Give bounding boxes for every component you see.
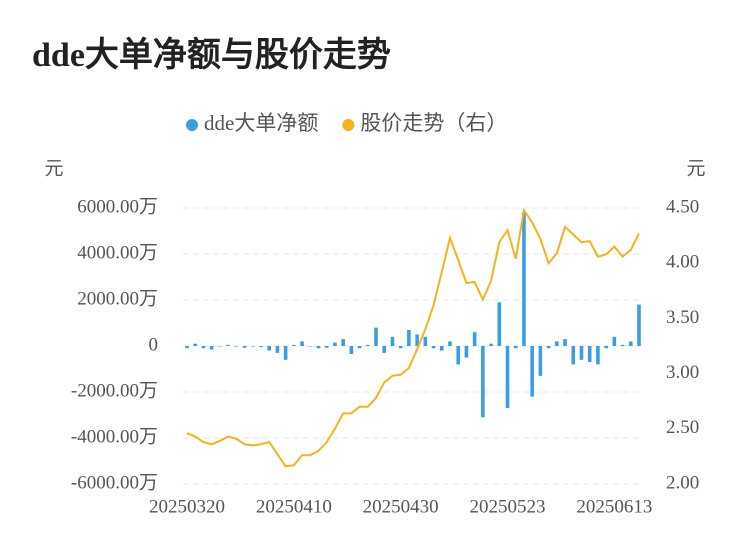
bar — [390, 336, 395, 346]
bar — [628, 341, 633, 346]
bar — [555, 341, 559, 346]
price-line — [186, 207, 640, 468]
bar — [489, 343, 493, 346]
bar — [579, 346, 584, 360]
bar — [513, 346, 518, 349]
x-tick-label: 20250430 — [363, 496, 439, 517]
bar — [612, 336, 617, 346]
bar — [415, 334, 419, 346]
bar — [193, 343, 198, 346]
bar — [341, 339, 345, 346]
bar — [431, 346, 436, 349]
y2-tick-label: 3.00 — [666, 362, 699, 383]
y2-tick-label: 3.50 — [666, 307, 699, 328]
x-tick-label: 20250613 — [576, 496, 652, 517]
y2-tick-label: 2.50 — [666, 417, 699, 438]
bar — [530, 346, 534, 397]
chart-title: dde大单净额与股价走势 — [32, 36, 391, 74]
y-tick-label: -2000.00万 — [71, 380, 158, 401]
bar — [423, 336, 428, 346]
bar — [242, 346, 247, 348]
bar — [439, 346, 444, 351]
y-tick-label: 6000.00万 — [77, 196, 158, 217]
bar — [604, 346, 608, 349]
bar — [571, 346, 576, 365]
legend-label: 股价走势（右） — [360, 111, 507, 135]
bar — [464, 346, 469, 358]
x-tick-label: 20250410 — [256, 496, 332, 517]
y2-tick-label: 4.50 — [666, 196, 699, 217]
bar — [366, 344, 370, 346]
bar — [234, 346, 239, 347]
bar — [407, 329, 411, 346]
bar — [505, 346, 510, 409]
y-tick-label: 0 — [149, 334, 159, 355]
bar — [637, 304, 641, 346]
y2-axis-label: 元 — [686, 158, 705, 179]
y-axis-label: 元 — [44, 158, 63, 179]
bar — [546, 346, 551, 349]
legend-label: dde大单净额 — [204, 111, 318, 135]
bar — [308, 346, 313, 347]
bar — [563, 339, 567, 346]
bar — [357, 346, 362, 349]
bar — [292, 344, 296, 346]
bar — [283, 346, 288, 360]
bar — [324, 346, 329, 348]
bar — [300, 341, 304, 346]
x-tick-label: 20250320 — [149, 496, 225, 517]
bar — [316, 346, 321, 349]
bar — [333, 342, 337, 346]
bar — [538, 346, 543, 376]
bar — [522, 212, 526, 346]
bar — [382, 346, 387, 353]
bar — [185, 346, 189, 349]
bar — [250, 346, 255, 347]
y-tick-label: 2000.00万 — [77, 288, 158, 309]
bar — [201, 346, 206, 349]
bar — [398, 346, 403, 349]
bar — [349, 346, 354, 355]
bar — [209, 346, 214, 350]
bar — [596, 346, 600, 365]
bar — [218, 346, 222, 347]
bar — [620, 344, 625, 346]
bar — [374, 327, 378, 346]
x-tick-label: 20250523 — [470, 496, 546, 517]
bar — [275, 346, 280, 353]
y-tick-label: -6000.00万 — [71, 472, 158, 493]
bar — [481, 346, 485, 418]
bar — [456, 346, 460, 365]
legend-marker — [186, 119, 198, 131]
bar — [587, 346, 592, 363]
y2-tick-label: 2.00 — [666, 472, 699, 493]
y2-tick-label: 4.00 — [666, 252, 699, 273]
bar — [226, 344, 230, 346]
bar — [472, 332, 477, 346]
y-tick-label: -4000.00万 — [71, 426, 158, 447]
legend-marker — [342, 119, 355, 131]
y-tick-label: 4000.00万 — [77, 242, 158, 263]
bar — [497, 302, 502, 346]
bar — [267, 346, 271, 351]
bar — [448, 341, 452, 346]
bar — [259, 346, 263, 348]
